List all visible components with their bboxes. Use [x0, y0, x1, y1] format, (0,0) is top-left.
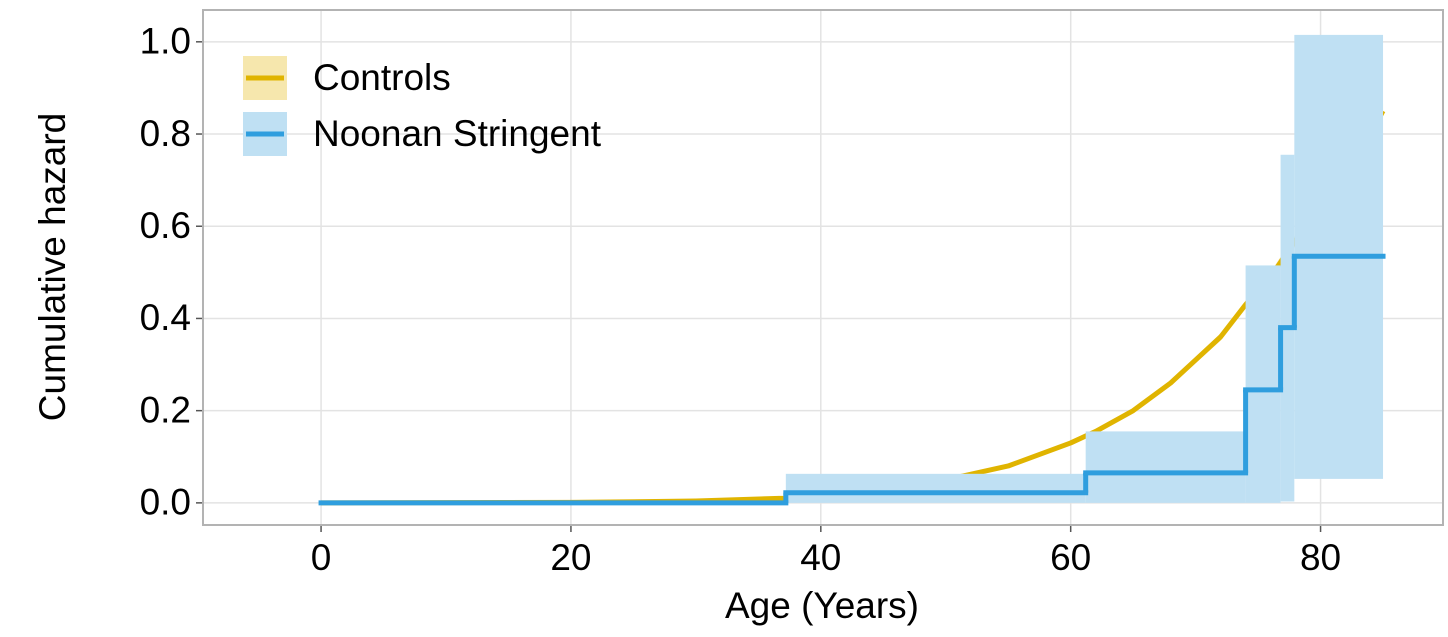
panel-border	[202, 9, 1444, 526]
y-axis-label: Cumulative hazard	[32, 113, 73, 421]
legend-label: Controls	[313, 57, 451, 98]
y-tick-label: 0.0	[140, 482, 191, 523]
x-tick-label: 60	[1050, 537, 1091, 578]
x-tick-label: 20	[550, 537, 591, 578]
x-tick-label: 40	[800, 537, 841, 578]
y-tick-label: 0.6	[140, 205, 191, 246]
confidence-band	[1245, 265, 1281, 503]
legend-label: Noonan Stringent	[313, 113, 602, 154]
x-tick-label: 80	[1300, 537, 1341, 578]
y-tick-label: 1.0	[140, 21, 191, 62]
y-tick-label: 0.8	[140, 113, 191, 154]
x-tick-label: 0	[311, 537, 332, 578]
y-tick-label: 0.4	[140, 297, 191, 338]
y-tick-label: 0.2	[140, 389, 191, 430]
x-axis-label: Age (Years)	[725, 585, 919, 626]
confidence-band	[785, 473, 1086, 503]
confidence-band	[1085, 431, 1246, 503]
